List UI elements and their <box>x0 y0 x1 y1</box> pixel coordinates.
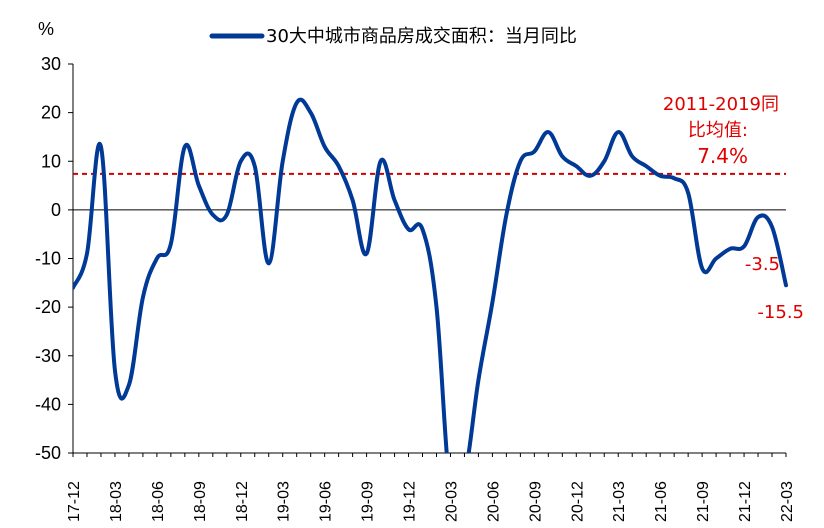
y-tick-label: -40 <box>35 394 61 414</box>
x-tick-label: 19-06 <box>318 481 335 522</box>
x-tick-label: 20-06 <box>485 481 502 522</box>
series-line-30-city-area-yoy <box>73 97 788 453</box>
x-tick-label: 19-09 <box>360 481 377 522</box>
legend-label: 30大中城市商品房成交面积：当月同比 <box>266 26 577 47</box>
x-tick-label: 18-12 <box>234 481 251 522</box>
axis-layer: 30 20 10 0 -10 -20 -30 -40 -50% 17-12 18-03 18-06 18… <box>35 19 796 522</box>
x-tick-label: 21-09 <box>695 481 712 522</box>
reference-label-value: 7.4% <box>697 144 748 168</box>
y-tick-label: 0 <box>51 200 61 220</box>
y-tick-label: 30 <box>41 54 61 74</box>
x-tick-label: 18-06 <box>150 481 167 522</box>
point-label-22-03: -15.5 <box>757 302 804 323</box>
y-tick-label: -10 <box>35 249 61 269</box>
series-layer <box>73 97 788 453</box>
x-tick-label: 17-12 <box>66 481 83 522</box>
y-tick-label: 20 <box>41 103 61 123</box>
x-tick-label: 19-12 <box>402 481 419 522</box>
y-tick-label: -30 <box>35 346 61 366</box>
y-tick-label: -50 <box>35 443 61 463</box>
x-tick-label: 20-12 <box>569 481 586 522</box>
y-tick-label: 10 <box>41 151 61 171</box>
point-label-22-02: -3.5 <box>745 254 780 275</box>
reference-label-line2: 比均值: <box>688 120 748 141</box>
y-unit-label: % <box>38 19 54 39</box>
label-layer: -3.5 -15.5 <box>745 254 804 323</box>
x-tick-label: 21-06 <box>653 481 670 522</box>
x-tick-label: 21-03 <box>611 481 628 522</box>
x-tick-label: 18-03 <box>108 481 125 522</box>
x-tick-label: 20-03 <box>443 481 460 522</box>
x-tick-label: 20-09 <box>527 481 544 522</box>
y-tick-label: -20 <box>35 297 61 317</box>
x-tick-label: 19-03 <box>276 481 293 522</box>
x-tick-label: 22-03 <box>779 481 796 522</box>
legend: 30大中城市商品房成交面积：当月同比 <box>209 26 577 47</box>
x-tick-label: 21-12 <box>737 481 754 522</box>
x-tick-label: 18-09 <box>192 481 209 522</box>
reference-label-line1: 2011-2019同 <box>663 94 779 115</box>
